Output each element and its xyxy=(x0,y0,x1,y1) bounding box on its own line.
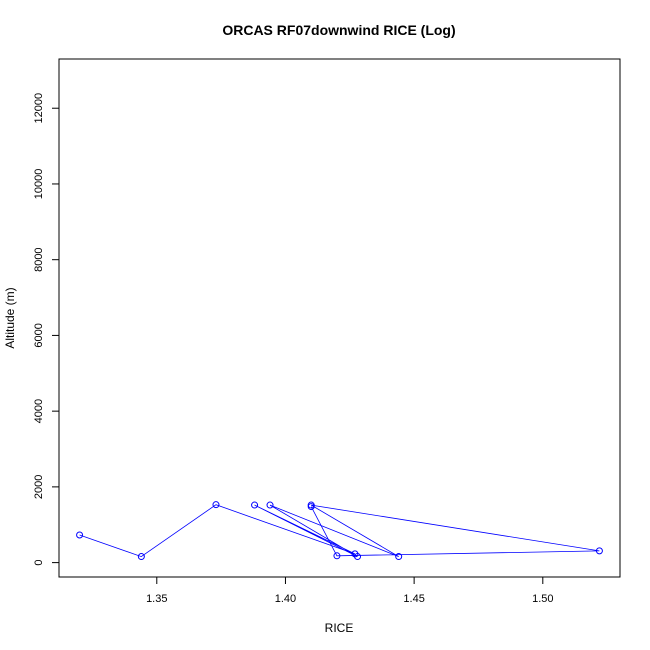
data-point xyxy=(212,501,220,509)
y-tick-label: 4000 xyxy=(33,399,45,423)
data-point xyxy=(333,552,341,560)
series-points xyxy=(76,501,603,561)
x-tick-label: 1.45 xyxy=(403,593,424,605)
data-point xyxy=(76,531,84,539)
data-point xyxy=(266,501,274,509)
x-tick-label: 1.50 xyxy=(532,593,553,605)
y-tick-label: 6000 xyxy=(33,323,45,347)
x-axis: 1.35 1.40 1.45 1.50 xyxy=(146,576,554,605)
y-tick-label: 0 xyxy=(33,560,45,566)
plot-area-frame xyxy=(58,58,621,578)
chart-title: ORCAS RF07downwind RICE (Log) xyxy=(222,22,455,38)
y-tick-label: 8000 xyxy=(33,247,45,271)
x-tick-label: 1.35 xyxy=(146,593,167,605)
y-tick-label: 12000 xyxy=(33,93,45,124)
x-axis-label: RICE xyxy=(325,621,354,635)
y-tick-label: 10000 xyxy=(33,169,45,200)
data-point xyxy=(354,553,362,561)
data-point xyxy=(395,553,403,561)
data-point xyxy=(137,553,145,561)
data-point xyxy=(595,547,603,555)
data-point xyxy=(251,501,259,509)
series-line xyxy=(79,504,600,558)
series-lines xyxy=(79,504,600,558)
y-tick-label: 2000 xyxy=(33,475,45,499)
data-point xyxy=(307,503,315,511)
y-axis: 0 2000 4000 6000 8000 10000 12000 xyxy=(33,93,60,566)
x-tick-label: 1.40 xyxy=(275,593,296,605)
y-axis-label: Altitude (m) xyxy=(3,287,17,348)
